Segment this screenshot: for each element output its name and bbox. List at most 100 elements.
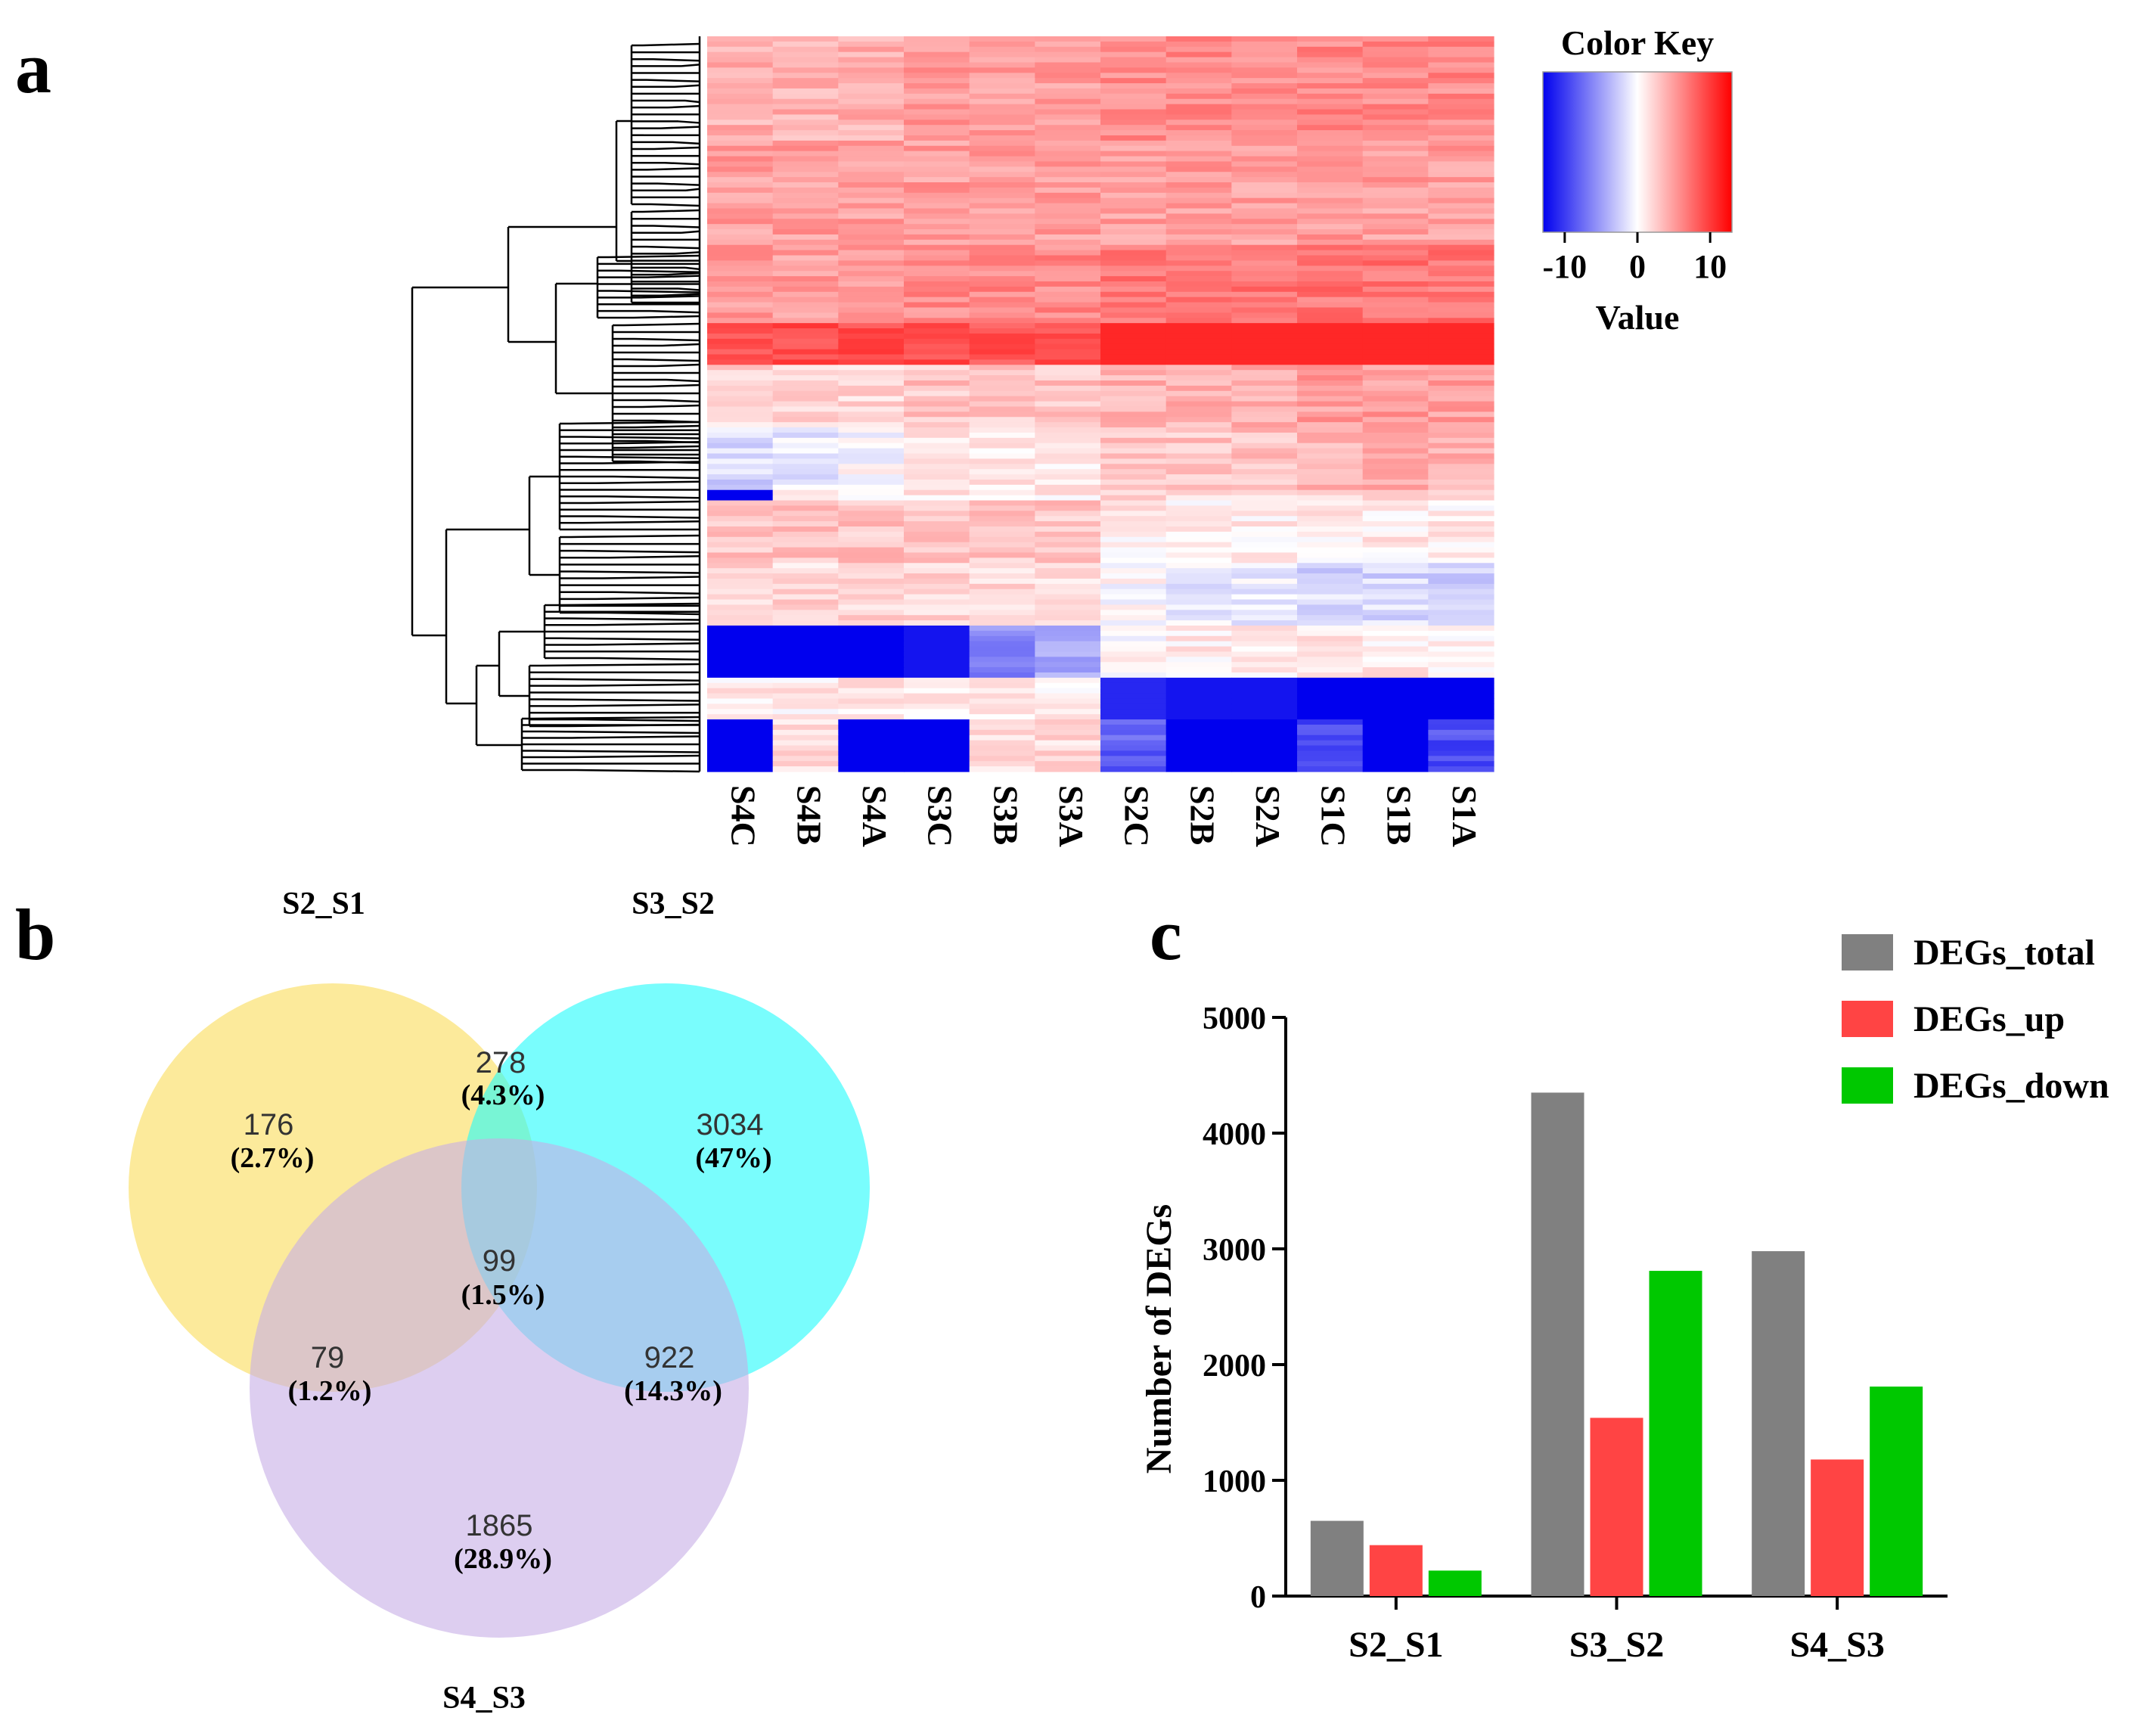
heatmap-cell — [1165, 552, 1232, 558]
heatmap-cell — [1231, 359, 1298, 365]
heatmap-cell — [1362, 239, 1429, 246]
heatmap-cell — [1297, 36, 1364, 42]
heatmap-cell — [969, 197, 1035, 204]
heatmap-cell — [1165, 151, 1232, 157]
venn-region-S3_S2-only: 3034 (47%) — [695, 1108, 771, 1174]
heatmap-cell — [1362, 630, 1429, 637]
heatmap-cell — [838, 51, 905, 58]
heatmap-cell — [1165, 213, 1232, 219]
heatmap-cell — [1428, 98, 1494, 105]
heatmap-cell — [1035, 427, 1101, 433]
dendrogram-branch — [613, 591, 700, 595]
heatmap-cell — [1428, 250, 1494, 256]
dendrogram-branch — [642, 209, 700, 213]
heatmap-cell — [707, 437, 774, 444]
heatmap-cell — [1362, 302, 1429, 309]
legend-label: DEGs_total — [1913, 933, 2095, 973]
heatmap-cell — [1428, 239, 1494, 246]
heatmap-cell — [1035, 323, 1101, 329]
heatmap-cell — [1297, 719, 1364, 725]
heatmap-cell — [1035, 161, 1101, 167]
heatmap-cell — [838, 114, 905, 120]
y-tick-label: 2000 — [1203, 1349, 1266, 1384]
heatmap-cell — [707, 297, 774, 303]
heatmap-cell — [1100, 219, 1167, 225]
heatmap-cell — [904, 104, 970, 110]
heatmap-cell — [904, 432, 970, 439]
heatmap-cell — [904, 635, 970, 642]
heatmap-cell — [1100, 46, 1167, 53]
heatmap-cell — [707, 276, 774, 282]
heatmap-cell — [1035, 667, 1101, 673]
heatmap-cell — [1100, 234, 1167, 241]
heatmap-cell — [904, 114, 970, 120]
dendrogram-branch — [685, 188, 700, 191]
heatmap-cell — [707, 521, 774, 527]
heatmap-cell — [1165, 276, 1232, 282]
heatmap-cell — [1428, 46, 1494, 53]
heatmap-cell — [1231, 698, 1298, 704]
heatmap-cell — [904, 333, 970, 340]
heatmap-cell — [772, 114, 839, 120]
heatmap-cell — [1035, 625, 1101, 632]
heatmap-cell — [1297, 536, 1364, 543]
heatmap-cell — [1297, 709, 1364, 715]
heatmap-cell — [1362, 359, 1429, 365]
heatmap-cell — [1428, 104, 1494, 110]
heatmap-cell — [904, 161, 970, 167]
heatmap-cell — [904, 583, 970, 590]
heatmap-cell — [1362, 599, 1429, 605]
heatmap-cell — [969, 547, 1035, 554]
heatmap-cell — [772, 630, 839, 637]
heatmap-cell — [1100, 536, 1167, 543]
heatmap-cell — [1165, 756, 1232, 762]
heatmap-cell — [1297, 151, 1364, 157]
heatmap-cell — [1035, 255, 1101, 262]
heatmap-cell — [1297, 291, 1364, 298]
heatmap-cell — [1231, 589, 1298, 595]
heatmap-cell — [1100, 57, 1167, 64]
heatmap-cell — [707, 761, 774, 767]
heatmap-cell — [1165, 182, 1232, 188]
heatmap-cell — [1035, 338, 1101, 345]
heatmap-cell — [1100, 453, 1167, 459]
heatmap-cell — [1362, 646, 1429, 653]
heatmap-cell — [1362, 516, 1429, 522]
heatmap-cell — [1165, 526, 1232, 533]
dendrogram-branch — [684, 266, 700, 271]
heatmap-cell — [904, 568, 970, 574]
heatmap-cell — [1297, 589, 1364, 595]
heatmap-cell — [838, 318, 905, 324]
heatmap-cell — [1428, 495, 1494, 502]
heatmap-cell — [1231, 521, 1298, 527]
heatmap-cell — [1100, 474, 1167, 480]
heatmap-cell — [1297, 489, 1364, 496]
heatmap-cell — [1231, 740, 1298, 747]
heatmap-cell — [838, 615, 905, 621]
heatmap-cell — [707, 719, 774, 725]
heatmap-cell — [1428, 130, 1494, 136]
heatmap-cell — [1165, 156, 1232, 163]
heatmap-cell — [1035, 599, 1101, 605]
venn-percent: (2.7%) — [231, 1142, 315, 1174]
heatmap-cell — [1035, 479, 1101, 486]
heatmap-cell — [772, 333, 839, 340]
heatmap-cell — [707, 229, 774, 235]
heatmap-cell — [1165, 474, 1232, 480]
heatmap-cell — [838, 578, 905, 585]
heatmap-cell — [1100, 177, 1167, 183]
heatmap-cell — [1100, 281, 1167, 287]
heatmap-cell — [969, 281, 1035, 287]
heatmap-cell — [904, 172, 970, 178]
heatmap-cell — [772, 453, 839, 459]
heatmap-cell — [1362, 495, 1429, 502]
heatmap-cell — [1231, 93, 1298, 100]
heatmap-cell — [1362, 213, 1429, 219]
heatmap-cell — [772, 719, 839, 725]
venn-percent: (28.9%) — [454, 1543, 552, 1575]
heatmap-cell — [969, 328, 1035, 334]
heatmap-cell — [1165, 234, 1232, 241]
heatmap-cell — [772, 349, 839, 356]
heatmap-cell — [1100, 343, 1167, 350]
heatmap-cell — [1165, 312, 1232, 318]
